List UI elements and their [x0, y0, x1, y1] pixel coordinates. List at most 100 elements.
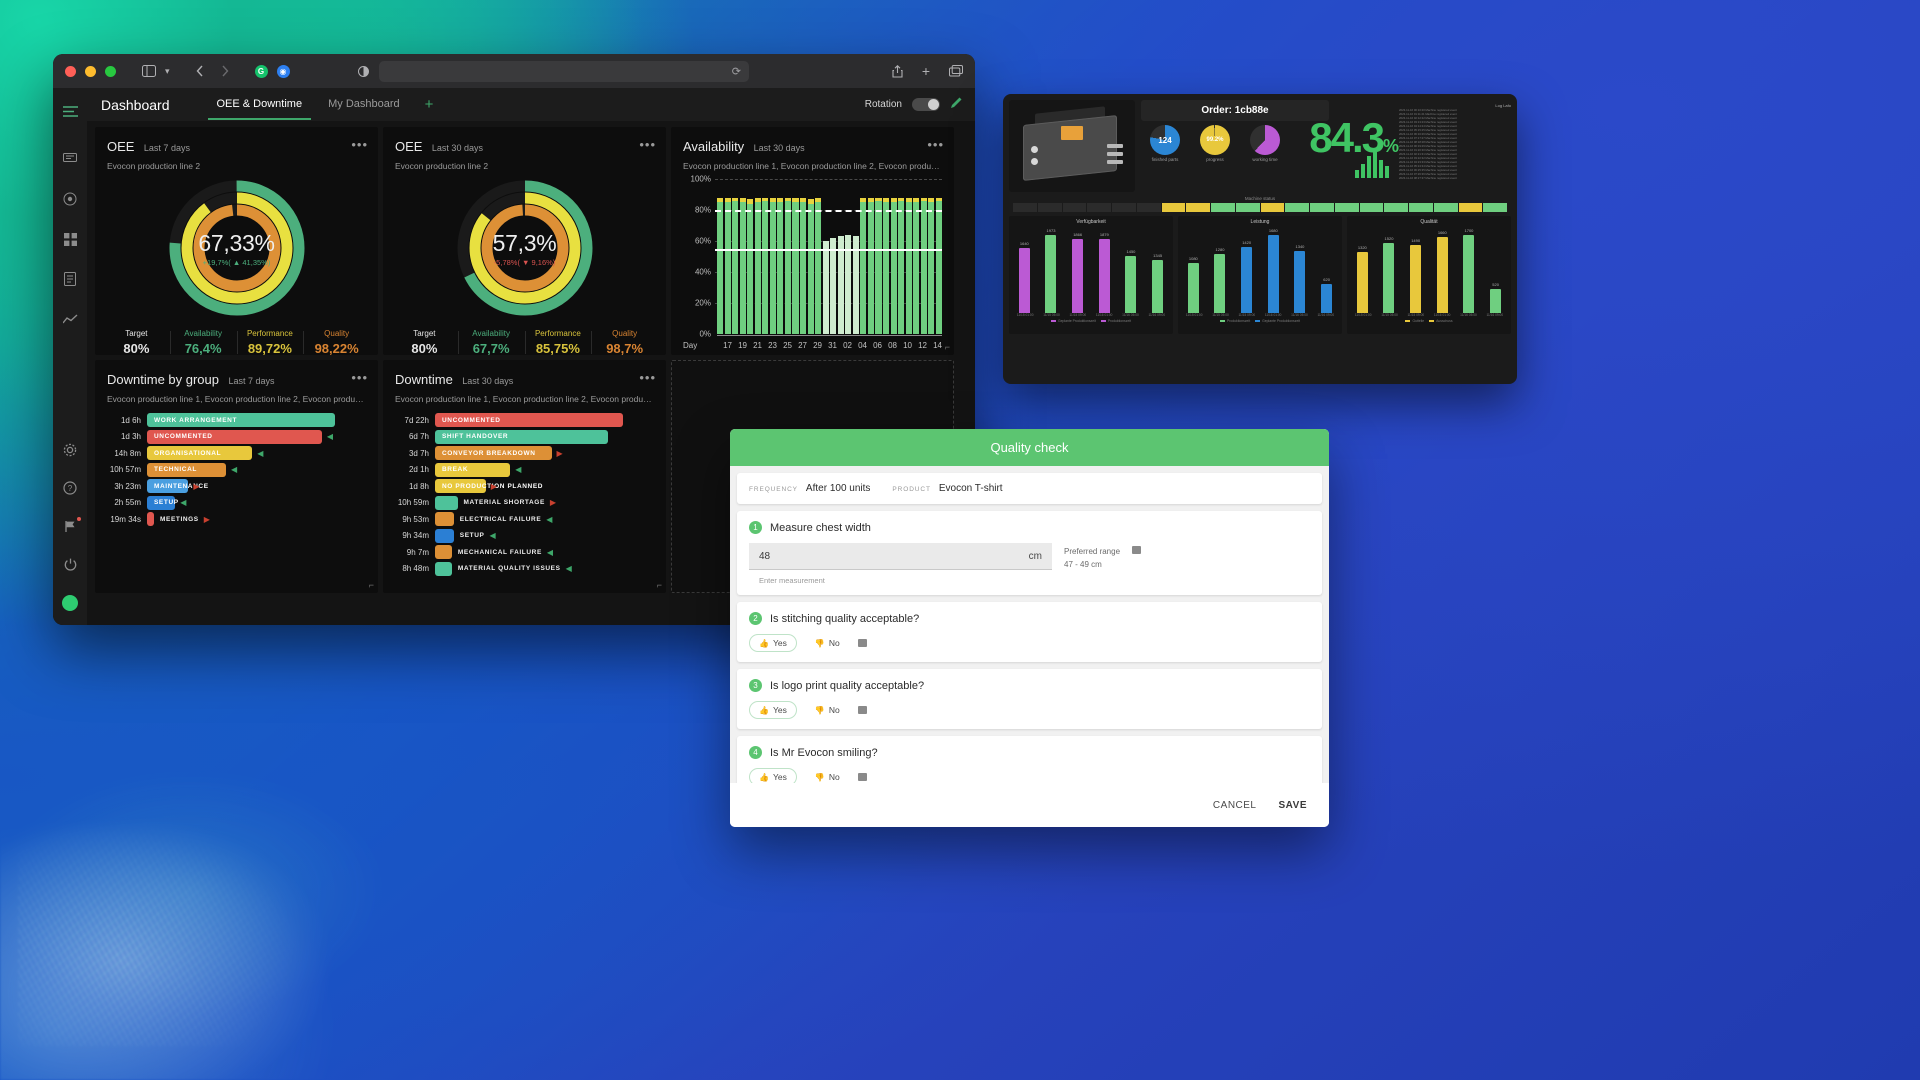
bar-column[interactable]	[717, 179, 724, 334]
downtime-row[interactable]: 10h 57m TECHNICAL ◀	[103, 462, 368, 479]
bar-column[interactable]	[883, 179, 890, 334]
cancel-button[interactable]: CANCEL	[1212, 799, 1257, 811]
downtime-row[interactable]: 1d 6h WORK ARRANGEMENT	[103, 412, 368, 429]
bar-column[interactable]	[898, 179, 905, 334]
bar-column[interactable]	[807, 179, 814, 334]
avatar[interactable]	[60, 593, 80, 613]
downtime-row[interactable]: 9h 7m MECHANICAL FAILURE ◀	[391, 544, 656, 561]
power-icon[interactable]	[61, 555, 79, 573]
downtime-row[interactable]: 9h 34m SETUP ◀	[391, 528, 656, 545]
bar-column[interactable]	[830, 179, 837, 334]
bar-column[interactable]	[845, 179, 852, 334]
answer-no-button[interactable]: 👎 No	[804, 701, 850, 719]
reports-icon[interactable]	[61, 150, 79, 168]
maximize-window-button[interactable]	[105, 65, 116, 77]
bar-column[interactable]	[920, 179, 927, 334]
close-window-button[interactable]	[65, 65, 76, 77]
bar-column[interactable]	[800, 179, 807, 334]
resize-grip-icon[interactable]: ⌐	[368, 580, 374, 590]
downtime-row[interactable]: 3h 23m MAINTENANCE ▶	[103, 478, 368, 495]
card-downtime-by-group[interactable]: Downtime by group Last 7 days Evocon pro…	[95, 360, 378, 593]
menu-icon[interactable]	[61, 102, 79, 120]
forward-icon[interactable]	[221, 65, 229, 77]
trend-icon[interactable]	[61, 310, 79, 328]
document-icon[interactable]	[61, 270, 79, 288]
grid-icon[interactable]	[61, 230, 79, 248]
downtime-row[interactable]: 2h 55m SETUP ◀	[103, 495, 368, 512]
bar-column[interactable]	[784, 179, 791, 334]
resize-grip-icon[interactable]: ⌐	[944, 342, 950, 352]
downtime-row[interactable]: 6d 7h SHIFT HANDOVER	[391, 429, 656, 446]
rotation-toggle[interactable]	[912, 98, 940, 111]
downtime-row[interactable]: 1d 8h NO PRODUCTION PLANNED ▶	[391, 478, 656, 495]
downtime-row[interactable]: 10h 59m MATERIAL SHORTAGE ▶	[391, 495, 656, 512]
bar-column[interactable]	[860, 179, 867, 334]
grammarly-icon[interactable]: G	[254, 64, 268, 78]
downtime-row[interactable]: 14h 8m ORGANISATIONAL ◀	[103, 445, 368, 462]
bar-column[interactable]	[905, 179, 912, 334]
bar-column[interactable]	[739, 179, 746, 334]
card-menu-icon[interactable]: •••	[927, 137, 944, 152]
bar-column[interactable]	[928, 179, 935, 334]
bar-column[interactable]	[867, 179, 874, 334]
save-button[interactable]: SAVE	[1278, 799, 1307, 811]
note-icon[interactable]	[1132, 546, 1142, 554]
downtime-row[interactable]: 8h 48m MATERIAL QUALITY ISSUES ◀	[391, 561, 656, 578]
answer-yes-button[interactable]: 👍 Yes	[749, 634, 797, 652]
bar-column[interactable]	[875, 179, 882, 334]
bar-column[interactable]	[815, 179, 822, 334]
answer-no-button[interactable]: 👎 No	[804, 634, 850, 652]
reader-mode-icon[interactable]	[358, 65, 369, 77]
flag-icon[interactable]	[61, 517, 81, 535]
bar-column[interactable]	[762, 179, 769, 334]
note-icon[interactable]	[857, 639, 867, 647]
bar-column[interactable]	[890, 179, 897, 334]
bar-column[interactable]	[777, 179, 784, 334]
tab-my-dashboard[interactable]: My Dashboard	[328, 98, 400, 110]
downtime-row[interactable]: 9h 53m ELECTRICAL FAILURE ◀	[391, 511, 656, 528]
answer-yes-button[interactable]: 👍 Yes	[749, 768, 797, 783]
answer-no-button[interactable]: 👎 No	[804, 768, 850, 783]
bar-column[interactable]	[724, 179, 731, 334]
card-menu-icon[interactable]: •••	[639, 370, 656, 385]
card-downtime[interactable]: Downtime Last 30 days Evocon production …	[383, 360, 666, 593]
downtime-row[interactable]: 2d 1h BREAK ◀	[391, 462, 656, 479]
note-icon[interactable]	[857, 773, 867, 781]
bar-column[interactable]	[732, 179, 739, 334]
help-icon[interactable]: ?	[61, 479, 79, 497]
answer-yes-button[interactable]: 👍 Yes	[749, 701, 797, 719]
bar-column[interactable]	[913, 179, 920, 334]
bar-column[interactable]	[852, 179, 859, 334]
bar-column[interactable]	[769, 179, 776, 334]
gear-icon[interactable]	[61, 441, 79, 459]
bar-column[interactable]	[822, 179, 829, 334]
bar-column[interactable]	[754, 179, 761, 334]
add-tab-button[interactable]: +	[424, 96, 434, 113]
bar-column[interactable]	[837, 179, 844, 334]
downtime-row[interactable]: 7d 22h UNCOMMENTED	[391, 412, 656, 429]
target-icon[interactable]	[61, 190, 79, 208]
share-icon[interactable]	[892, 64, 903, 78]
card-oee-30days[interactable]: OEE Last 30 days Evocon production line …	[383, 127, 666, 355]
tab-oee-downtime[interactable]: OEE & Downtime	[204, 89, 316, 120]
card-menu-icon[interactable]: •••	[351, 137, 368, 152]
note-icon[interactable]	[857, 706, 867, 714]
minimize-window-button[interactable]	[85, 65, 96, 77]
reload-icon[interactable]: ⟳	[731, 66, 741, 78]
downtime-row[interactable]: 19m 34s MEETINGS ▶	[103, 511, 368, 528]
bar-column[interactable]	[747, 179, 754, 334]
new-tab-icon[interactable]: +	[921, 63, 930, 79]
downtime-row[interactable]: 1d 3h UNCOMMENTED ◀	[103, 429, 368, 446]
extension-icon[interactable]: ◉	[276, 64, 290, 78]
sidebar-icon[interactable]	[142, 65, 156, 77]
bar-column[interactable]	[935, 179, 942, 334]
card-menu-icon[interactable]: •••	[639, 137, 656, 152]
resize-grip-icon[interactable]: ⌐	[656, 580, 662, 590]
back-icon[interactable]	[196, 65, 204, 77]
edit-pencil-icon[interactable]	[950, 96, 963, 114]
card-availability[interactable]: Availability Last 30 days Evocon product…	[671, 127, 954, 355]
measurement-input[interactable]: 48 cm	[749, 543, 1052, 570]
card-menu-icon[interactable]: •••	[351, 370, 368, 385]
address-bar[interactable]: ⟳	[379, 61, 749, 82]
show-all-tabs-icon[interactable]	[949, 65, 963, 77]
